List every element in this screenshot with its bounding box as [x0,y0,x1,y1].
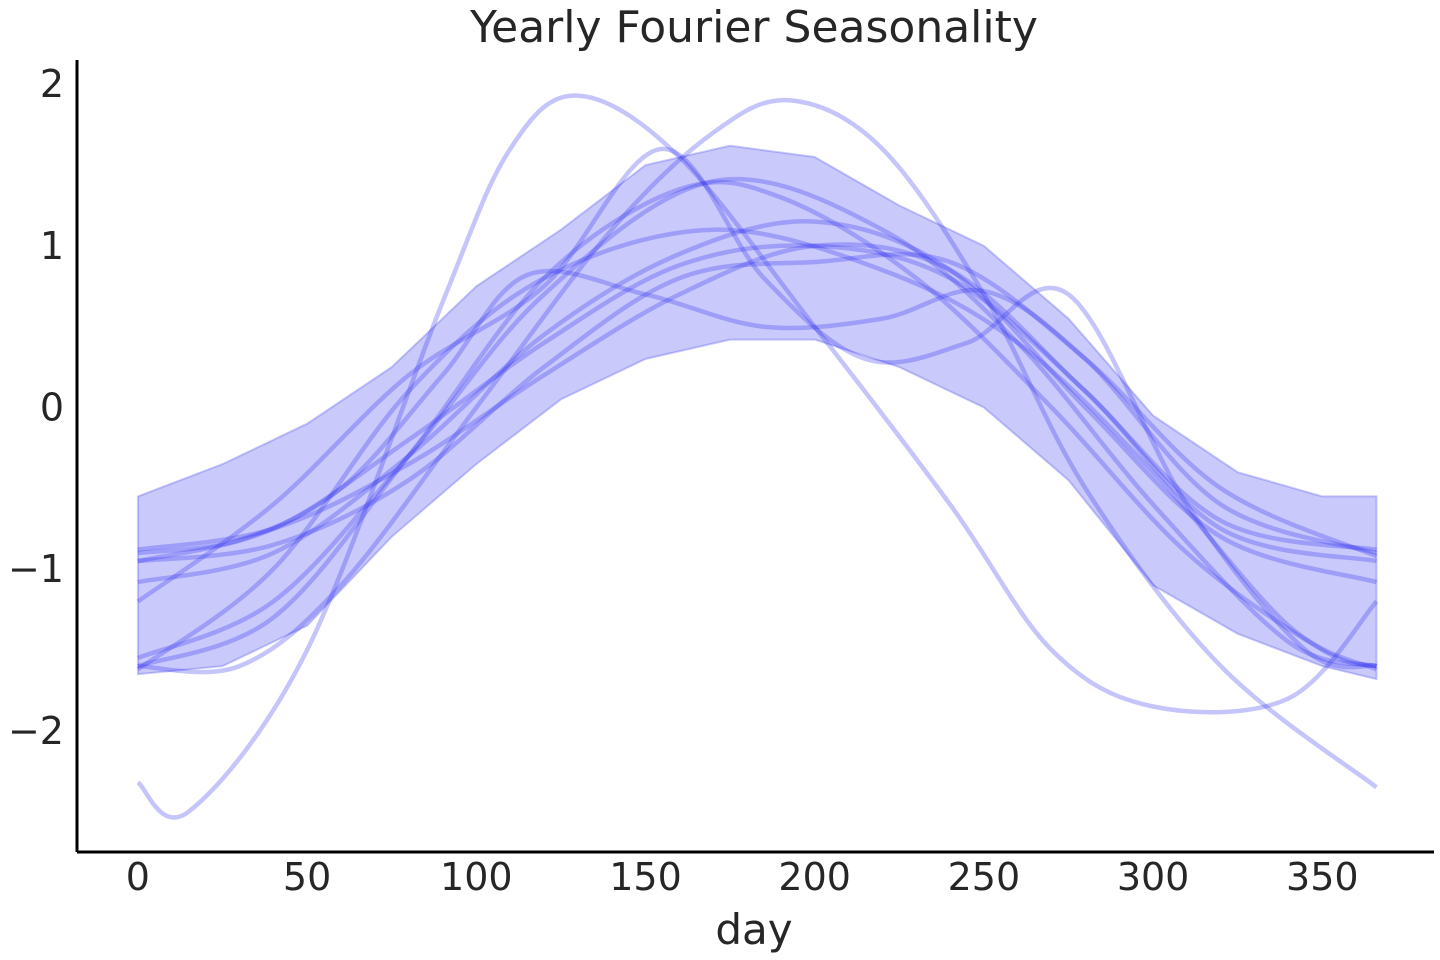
x-tick-label: 300 [1117,855,1190,899]
sample-line-5 [137,219,1378,585]
x-tick-label: 200 [778,855,851,899]
sample-line-11 [136,227,1378,672]
x-tick-label: 350 [1286,855,1359,899]
sample-line-2 [137,97,1378,790]
sample-line-7 [137,268,1378,556]
y-tick-labels: 2 1 0 −1 −2 [8,62,64,753]
x-axis-label: day [715,905,792,954]
x-tick-labels: 0 50 100 150 200 250 300 350 [126,855,1359,899]
sample-line-9 [137,251,1378,564]
x-tick-label: 50 [283,855,331,899]
x-tick-label: 250 [948,855,1021,899]
x-tick-label: 100 [440,855,513,899]
y-tick-label: 0 [40,386,64,430]
sample-line-8 [136,146,1377,670]
y-tick-label: −1 [8,547,64,591]
x-tick-label: 0 [126,855,150,899]
sample-lines-layer [136,93,1379,820]
sample-line-6 [137,243,1377,564]
sample-line-10 [137,242,1377,552]
x-tick-label: 150 [609,855,682,899]
credible-band-layer [136,144,1378,681]
y-tick-label: −2 [8,709,64,753]
y-tick-label: 1 [40,224,64,268]
credible-band [136,144,1378,681]
chart-title: Yearly Fourier Seasonality [469,2,1038,53]
sample-line-4 [137,176,1378,669]
sample-line-3 [137,179,1378,669]
y-tick-label: 2 [40,62,64,106]
sample-line-1 [136,93,1379,820]
